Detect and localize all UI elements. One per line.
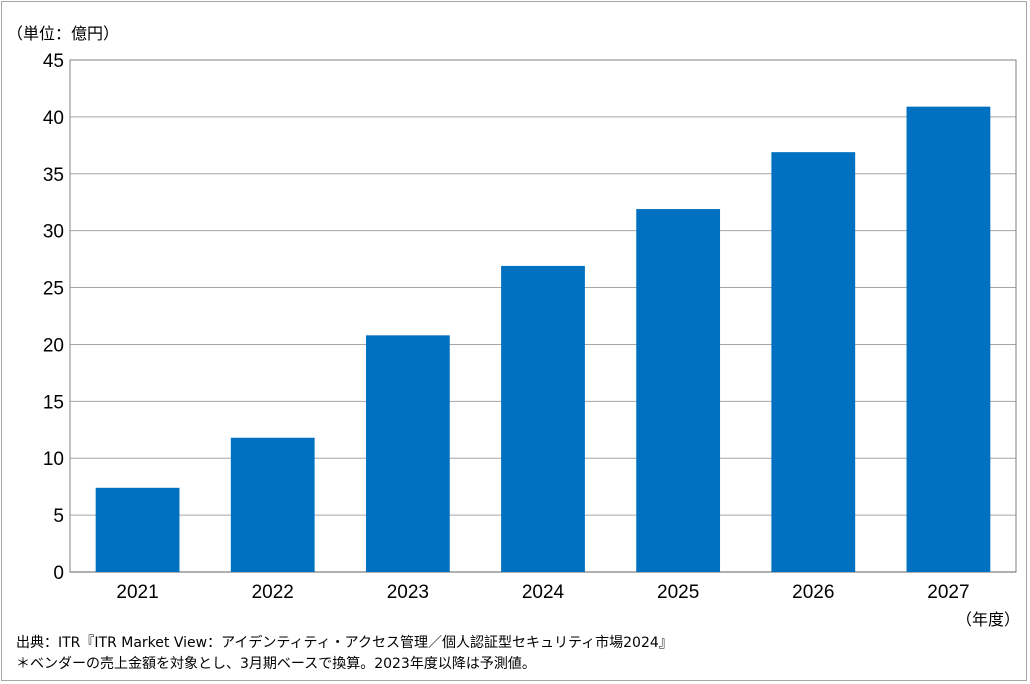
bar-2026: [771, 152, 856, 572]
bar-2025: [636, 209, 721, 572]
x-axis-ticks: 2021 2022 2023 2024 2025 2026 2027: [116, 582, 969, 603]
y-axis-ticks: 0 5 10 15 20 25 30 35 40 45: [43, 51, 64, 584]
y-tick-label: 25: [43, 279, 64, 300]
y-tick-label: 30: [43, 222, 64, 243]
y-tick-label: 15: [43, 392, 64, 413]
x-tick-label: 2025: [657, 582, 699, 603]
bar-2021: [95, 487, 180, 572]
y-tick-label: 0: [53, 563, 64, 584]
x-tick-label: 2021: [116, 582, 158, 603]
y-tick-label: 20: [43, 335, 64, 356]
x-tick-label: 2024: [522, 582, 565, 603]
y-tick-label: 40: [43, 108, 64, 129]
x-axis-label: （年度）: [956, 610, 1020, 629]
x-tick-label: 2023: [387, 582, 429, 603]
footnote: ＊ベンダーの売上金額を対象とし、3月期ベースで換算。2023年度以降は予測値。: [16, 656, 536, 672]
bar-2027: [906, 106, 991, 572]
x-tick-label: 2027: [927, 582, 969, 603]
bar-2022: [230, 437, 315, 572]
y-tick-label: 45: [43, 51, 64, 72]
y-tick-label: 10: [43, 449, 64, 470]
x-tick-label: 2026: [792, 582, 834, 603]
unit-label: （単位：億円）: [7, 24, 119, 43]
source-note: 出典：ITR『ITR Market View：アイデンティティ・アクセス管理／個…: [16, 635, 673, 651]
bar-2024: [501, 265, 585, 572]
y-tick-label: 35: [43, 165, 64, 186]
y-tick-label: 5: [53, 506, 64, 527]
x-tick-label: 2022: [252, 582, 294, 603]
bar-2023: [365, 335, 450, 572]
bars: [95, 106, 991, 572]
